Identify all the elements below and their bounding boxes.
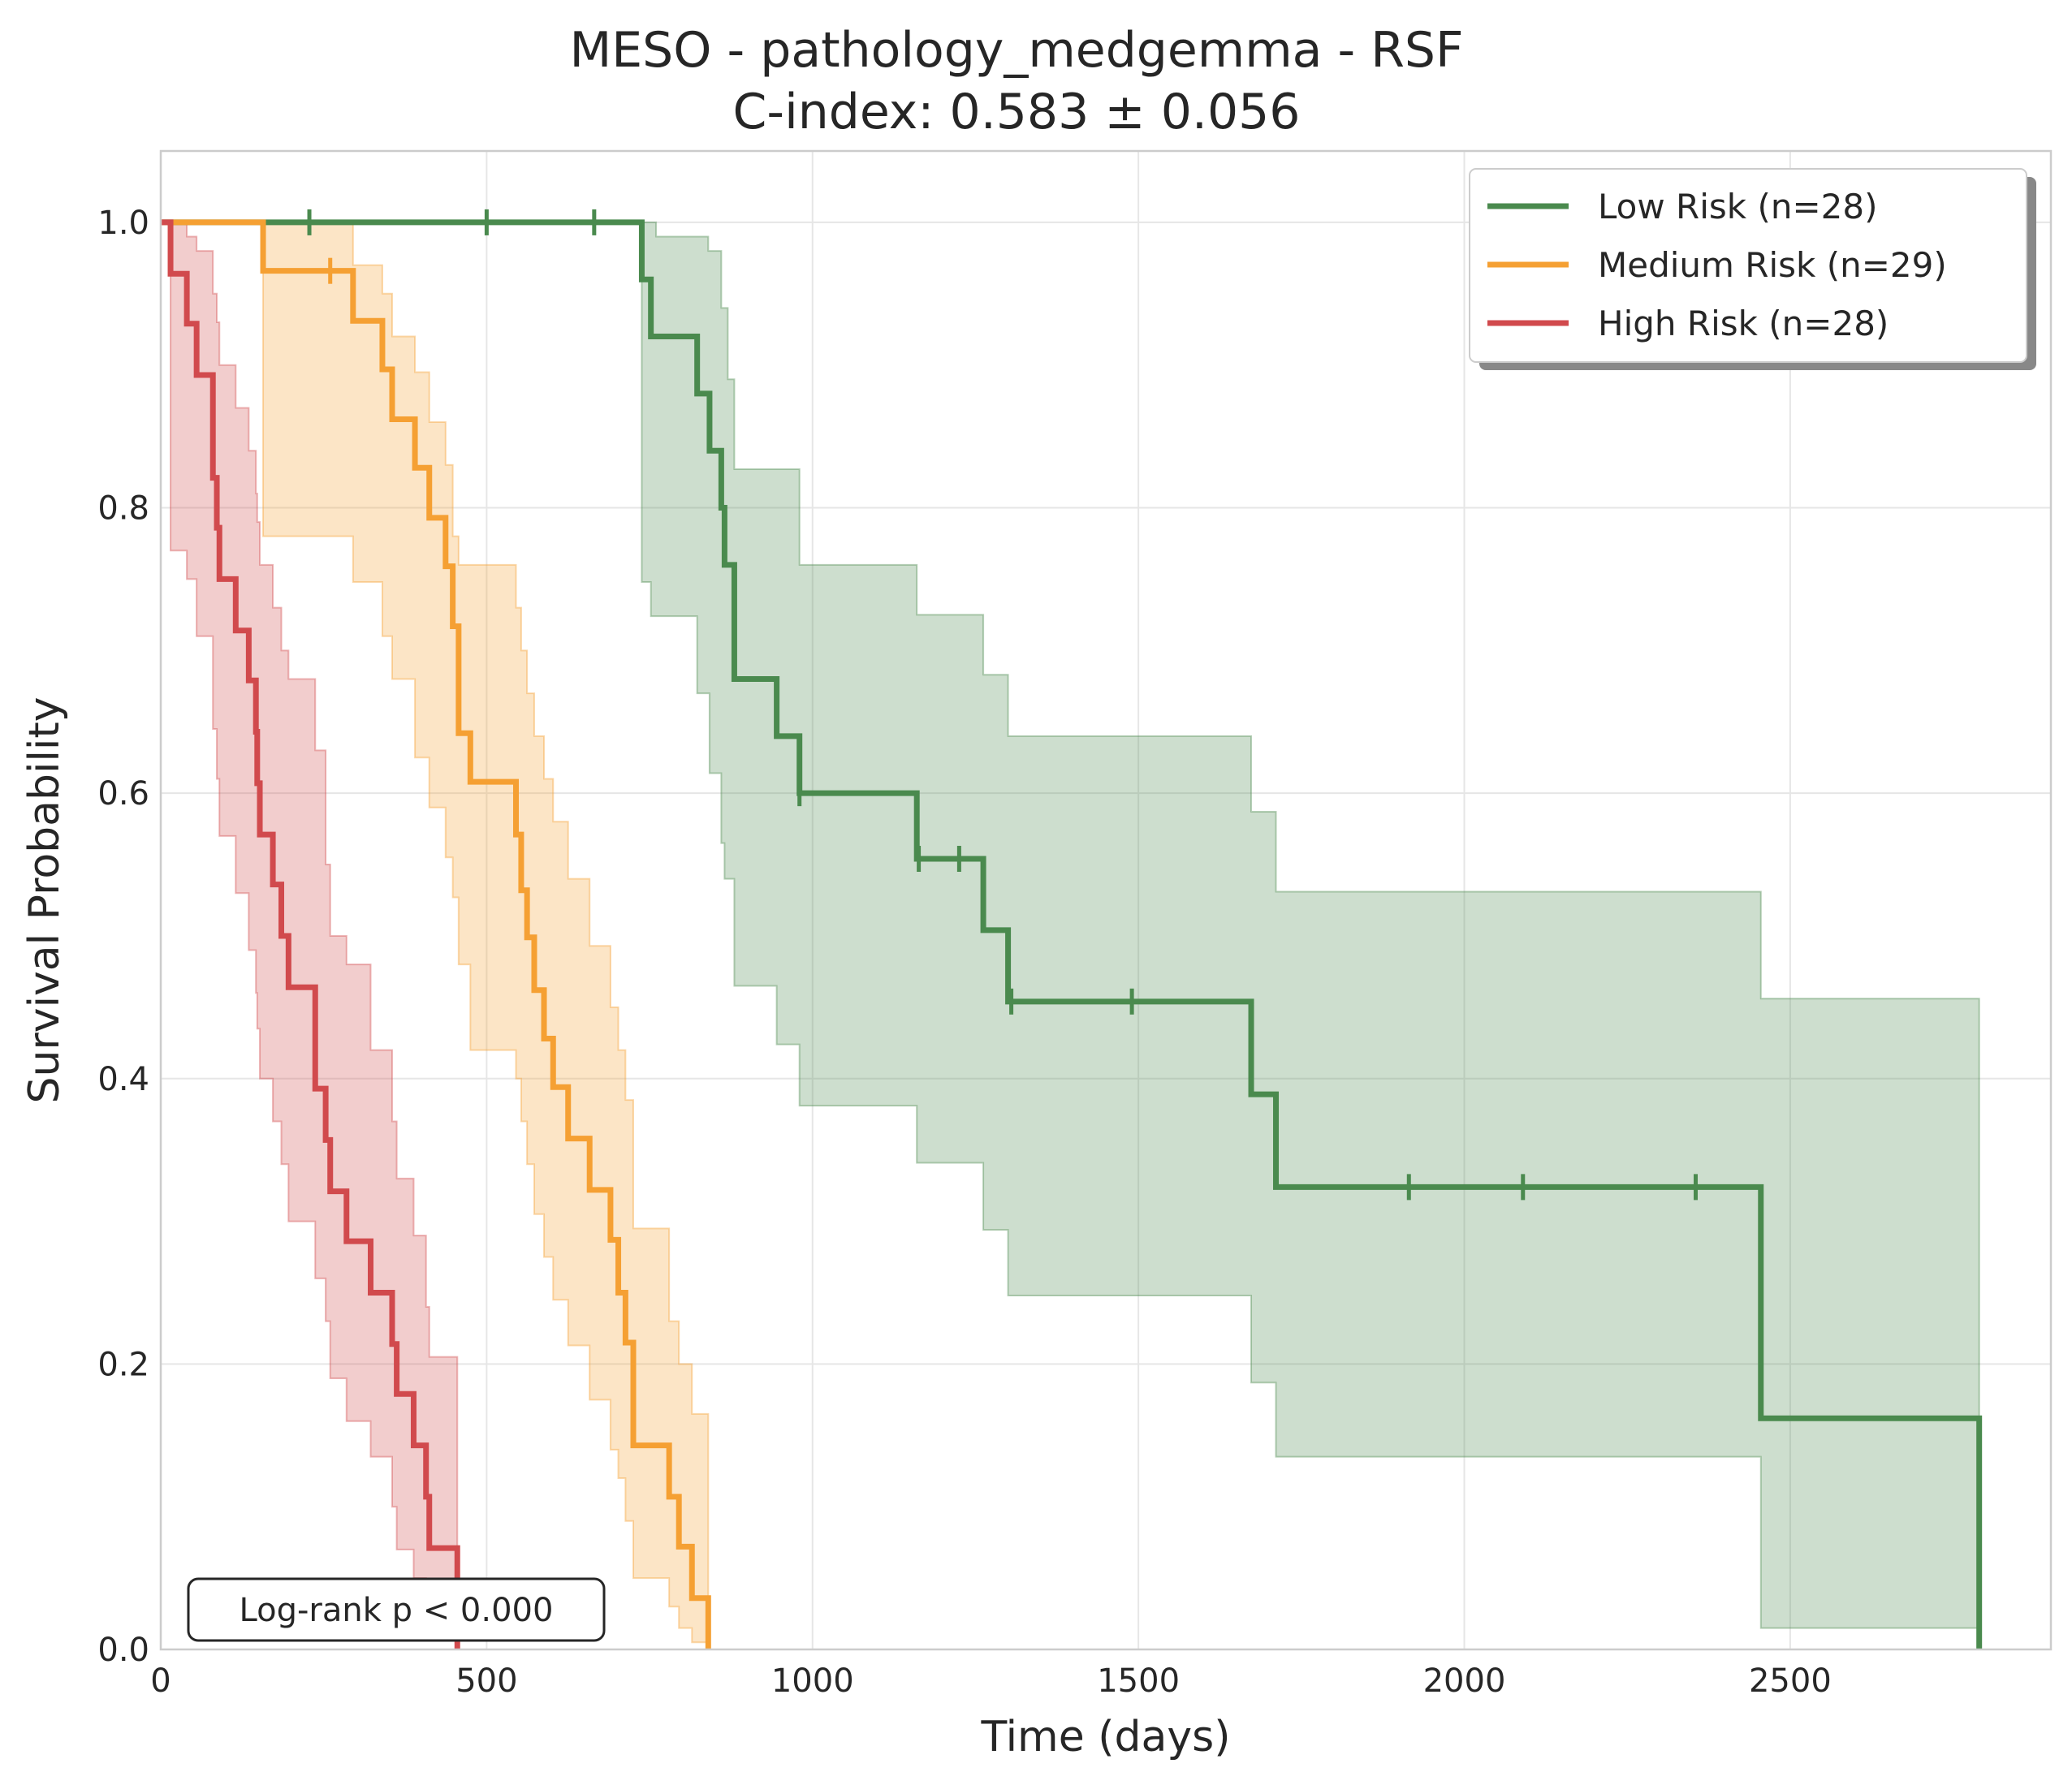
low-risk-curve <box>161 219 1983 1649</box>
low-risk-ci-band <box>161 221 1980 1629</box>
x-axis-label: Time (days) <box>980 1713 1230 1761</box>
x-tick-label: 1000 <box>771 1662 854 1700</box>
x-axis-ticks: 0 500 1000 1500 2000 2500 <box>150 1662 1832 1700</box>
medium-risk-curve <box>161 219 711 1649</box>
plot-area <box>161 151 2051 1649</box>
x-tick-label: 2500 <box>1749 1662 1832 1700</box>
medium-risk-legend-label: Medium Risk (n=29) <box>1598 245 1947 285</box>
x-tick-label: 2000 <box>1423 1662 1506 1700</box>
y-axis-label: Survival Probability <box>20 696 69 1103</box>
legend: Low Risk (n=28) Medium Risk (n=29) High Ri… <box>1469 168 2036 370</box>
y-axis-ticks: 0.0 0.2 0.4 0.6 0.8 1.0 <box>97 205 149 1669</box>
logrank-text: Log-rank p < 0.000 <box>240 1592 554 1629</box>
y-tick-label: 0.0 <box>97 1632 149 1669</box>
logrank-annotation: Log-rank p < 0.000 <box>187 1577 606 1642</box>
y-tick-label: 1.0 <box>97 205 149 242</box>
logrank-box <box>187 1577 606 1642</box>
chart-title-line2: C-index: 0.583 ± 0.056 <box>733 84 1301 140</box>
x-tick-label: 0 <box>150 1662 171 1700</box>
chart-title-line1: MESO - pathology_medgemma - RSF <box>569 22 1463 79</box>
y-tick-label: 0.6 <box>97 775 149 813</box>
plot-frame <box>159 149 2053 1651</box>
censor-marks <box>307 209 1698 1201</box>
legend-items: Low Risk (n=28) Medium Risk (n=29) High Ri… <box>1487 187 1947 343</box>
x-tick-label: 1500 <box>1097 1662 1180 1700</box>
y-tick-label: 0.2 <box>97 1346 149 1383</box>
legend-box <box>1469 168 2027 363</box>
high-risk-curve <box>161 219 460 1649</box>
survival-curves <box>161 219 1983 1649</box>
x-tick-label: 500 <box>455 1662 517 1700</box>
y-tick-label: 0.8 <box>97 490 149 528</box>
low-risk-legend-label: Low Risk (n=28) <box>1598 187 1878 226</box>
y-tick-label: 0.4 <box>97 1061 149 1098</box>
high-risk-legend-label: High Risk (n=28) <box>1598 304 1889 343</box>
